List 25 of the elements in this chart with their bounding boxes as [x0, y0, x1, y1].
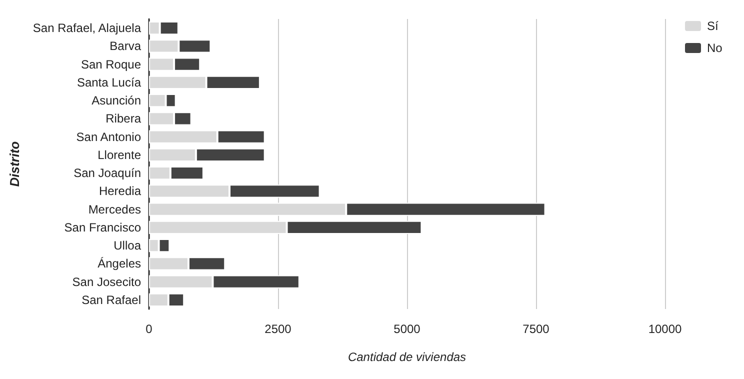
- x-tick-label: 0: [146, 322, 153, 336]
- x-tick-label: 2500: [264, 322, 292, 336]
- y-tick-label: Llorente: [98, 148, 142, 162]
- x-tick-label: 5000: [394, 322, 421, 336]
- x-tick-label: 7500: [522, 322, 550, 336]
- y-tick-label: San Francisco: [64, 220, 142, 234]
- y-tick-label: San Rafael, Alajuela: [32, 21, 142, 36]
- y-tick-label: San Antonio: [76, 130, 142, 144]
- y-tick-label: Barva: [110, 39, 142, 54]
- y-tick-label: San Roque: [80, 57, 142, 72]
- y-tick-label: Asunción: [92, 94, 141, 108]
- y-tick-label: Mercedes: [88, 202, 141, 216]
- x-tick-label: 10000: [648, 322, 682, 336]
- y-tick-label: Ribera: [106, 112, 142, 126]
- legend-label: No: [707, 41, 723, 55]
- y-tick-label: San Joaquín: [74, 166, 141, 180]
- y-tick-label: Ángeles: [98, 256, 141, 271]
- y-tick-label: San Josecito: [72, 274, 142, 289]
- legend-label: Sí: [707, 19, 720, 33]
- y-tick-label: Santa Lucía: [76, 75, 142, 90]
- y-tick-label: San Rafael: [82, 292, 141, 307]
- x-axis-title: Cantidad de viviendas: [348, 350, 466, 364]
- y-tick-label: Heredia: [98, 184, 142, 198]
- y-tick-label: Ulloa: [114, 238, 142, 253]
- y-axis-title: Distrito: [7, 141, 22, 187]
